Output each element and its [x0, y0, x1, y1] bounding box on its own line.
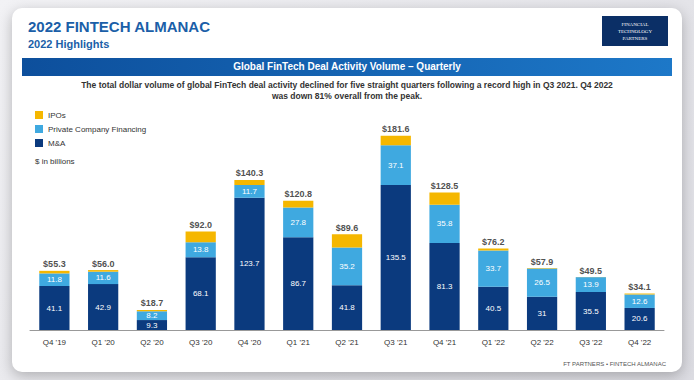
svg-text:35.5: 35.5 [583, 307, 599, 316]
svg-text:Q4 '21: Q4 '21 [433, 338, 457, 347]
svg-text:Q1 '20: Q1 '20 [91, 338, 115, 347]
svg-text:123.7: 123.7 [239, 259, 260, 268]
svg-text:$89.6: $89.6 [336, 223, 359, 233]
svg-text:40.5: 40.5 [486, 304, 502, 313]
svg-text:12.6: 12.6 [632, 297, 648, 306]
svg-text:Q3 '21: Q3 '21 [384, 338, 408, 347]
svg-text:Q4 '22: Q4 '22 [628, 338, 652, 347]
svg-text:Q2 '22: Q2 '22 [530, 338, 554, 347]
svg-text:11.7: 11.7 [242, 187, 258, 196]
svg-text:$49.5: $49.5 [580, 266, 603, 276]
svg-text:68.1: 68.1 [193, 289, 209, 298]
svg-text:$55.3: $55.3 [43, 259, 66, 269]
svg-text:8.2: 8.2 [146, 311, 158, 320]
svg-text:42.9: 42.9 [95, 303, 111, 312]
svg-text:IPOs: IPOs [48, 111, 66, 120]
svg-text:11.8: 11.8 [47, 275, 63, 284]
svg-text:Private Company Financing: Private Company Financing [48, 125, 146, 134]
svg-text:35.2: 35.2 [339, 262, 355, 271]
html-text:FINANCIAL TECHNOLOGY PARTNERS: FINANCIAL TECHNOLOGY PARTNERS [617, 21, 653, 41]
svg-text:11.6: 11.6 [96, 273, 112, 282]
svg-text:M&A: M&A [48, 139, 66, 148]
svg-text:$120.8: $120.8 [284, 189, 312, 199]
svg-text:$57.9: $57.9 [531, 257, 554, 267]
html-text:Global FinTech Deal Activity V: Global FinTech Deal Activity Volume – Qu… [233, 61, 461, 72]
svg-text:135.5: 135.5 [386, 253, 407, 262]
svg-text:33.7: 33.7 [486, 264, 502, 273]
svg-text:27.8: 27.8 [290, 218, 306, 227]
svg-text:Q4 '20: Q4 '20 [238, 338, 262, 347]
svg-text:Q3 '22: Q3 '22 [579, 338, 603, 347]
svg-text:Q1 '21: Q1 '21 [287, 338, 311, 347]
html-text:2022 Highlights: 2022 Highlights [28, 38, 110, 50]
svg-text:81.3: 81.3 [437, 282, 453, 291]
svg-text:Q2 '20: Q2 '20 [140, 338, 164, 347]
svg-text:31: 31 [538, 309, 547, 318]
html-text:The total dollar volume of glo: The total dollar volume of global FinTec… [81, 80, 613, 101]
html-text:2022 FINTECH ALMANAC: 2022 FINTECH ALMANAC [28, 18, 210, 35]
svg-text:35.8: 35.8 [437, 219, 453, 228]
svg-text:$92.0: $92.0 [189, 220, 212, 230]
svg-text:26.5: 26.5 [534, 278, 550, 287]
svg-text:$76.2: $76.2 [482, 237, 505, 247]
svg-text:$181.6: $181.6 [382, 124, 410, 134]
svg-text:9.3: 9.3 [146, 321, 158, 330]
svg-text:Q1 '22: Q1 '22 [482, 338, 506, 347]
svg-text:86.7: 86.7 [290, 279, 306, 288]
svg-text:37.1: 37.1 [388, 161, 404, 170]
svg-text:Q2 '21: Q2 '21 [335, 338, 359, 347]
svg-text:13.8: 13.8 [193, 245, 209, 254]
svg-text:$128.5: $128.5 [431, 181, 459, 191]
svg-text:$140.3: $140.3 [236, 168, 264, 178]
html-text:FT PARTNERS • FINTECH ALMANAC: FT PARTNERS • FINTECH ALMANAC [563, 361, 666, 367]
svg-text:Q3 '20: Q3 '20 [189, 338, 213, 347]
svg-text:$34.1: $34.1 [628, 282, 651, 292]
svg-text:41.1: 41.1 [47, 304, 63, 313]
svg-text:41.8: 41.8 [339, 303, 355, 312]
svg-text:Q4 '19: Q4 '19 [43, 338, 67, 347]
svg-text:$ in billions: $ in billions [35, 157, 75, 166]
svg-text:20.6: 20.6 [632, 314, 648, 323]
svg-text:$56.0: $56.0 [92, 259, 115, 269]
svg-text:$18.7: $18.7 [141, 298, 164, 308]
svg-text:13.9: 13.9 [583, 280, 599, 289]
